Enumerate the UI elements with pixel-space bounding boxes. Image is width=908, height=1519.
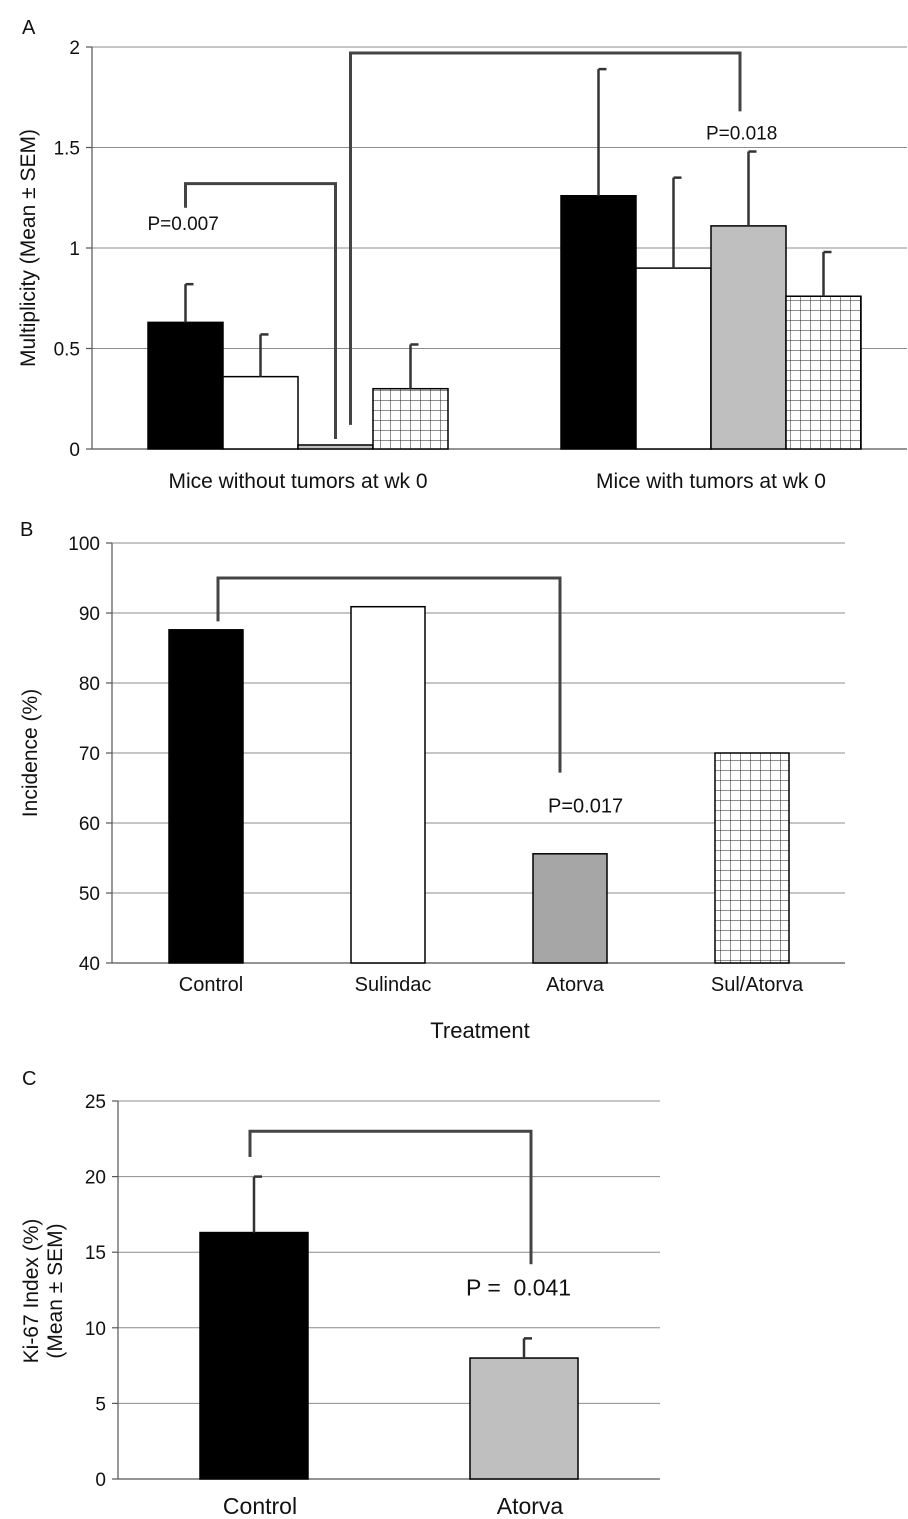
x-category-label: Mice with tumors at wk 0	[596, 470, 826, 493]
y-tick-label: 50	[79, 884, 100, 905]
x-category-label: Control	[179, 974, 243, 996]
bar	[297, 444, 374, 450]
y-tick-label: 0	[95, 1470, 106, 1491]
bar	[785, 295, 862, 450]
bar	[710, 225, 787, 450]
y-tick-label: 80	[79, 674, 100, 695]
p-value-annotation: P=0.018	[706, 123, 777, 144]
x-axis-label: Treatment	[430, 1018, 529, 1043]
p-value-annotation: P=0.017	[548, 796, 623, 818]
y-axis-label: Multiplicity (Mean ± SEM)	[17, 129, 40, 367]
y-axis-label: Incidence (%)	[19, 689, 42, 817]
y-axis-label-line-2: (Mean ± SEM)	[44, 1223, 67, 1358]
x-category-label: Sul/Atorva	[711, 974, 804, 996]
bar	[222, 375, 299, 450]
bar	[147, 321, 224, 450]
bar	[199, 1231, 309, 1480]
bar	[560, 194, 637, 450]
y-tick-label: 1	[69, 239, 80, 260]
bar	[714, 752, 790, 964]
x-category-label: Atorva	[546, 974, 605, 996]
bar	[635, 267, 712, 450]
y-tick-label: 40	[79, 954, 100, 975]
bar	[372, 387, 449, 450]
y-tick-label: 100	[68, 534, 100, 555]
significance-bracket	[216, 576, 562, 773]
y-tick-label: 20	[85, 1168, 106, 1189]
y-axis-label-line-1: Ki-67 Index (%)	[20, 1219, 43, 1364]
y-tick-label: 0.5	[54, 340, 80, 361]
y-tick-label: 15	[85, 1243, 106, 1264]
p-value-annotation: P=0.007	[148, 214, 219, 235]
y-tick-label: 0	[69, 440, 80, 461]
x-category-label: Sulindac	[355, 974, 432, 996]
panel-letter-b: B	[20, 519, 33, 541]
bar	[532, 853, 608, 964]
y-tick-label: 1.5	[54, 139, 80, 160]
y-tick-label: 5	[95, 1394, 106, 1415]
bar	[350, 605, 426, 964]
significance-bracket	[349, 51, 742, 425]
bar	[168, 629, 244, 964]
x-category-label: Mice without tumors at wk 0	[168, 470, 427, 493]
x-category-label: Atorva	[497, 1493, 564, 1519]
y-tick-label: 2	[69, 38, 80, 59]
y-tick-label: 90	[79, 604, 100, 625]
significance-bracket	[184, 182, 337, 439]
bar	[469, 1357, 579, 1480]
y-tick-label: 10	[85, 1319, 106, 1340]
y-tick-label: 60	[79, 814, 100, 835]
significance-bracket	[248, 1129, 533, 1265]
y-tick-label: 70	[79, 744, 100, 765]
y-tick-label: 25	[85, 1092, 106, 1113]
panel-letter-c: C	[22, 1068, 36, 1090]
x-category-label: Control	[223, 1493, 297, 1519]
panel-letter-a: A	[22, 17, 36, 39]
p-value-annotation: P = 0.041	[466, 1274, 571, 1300]
